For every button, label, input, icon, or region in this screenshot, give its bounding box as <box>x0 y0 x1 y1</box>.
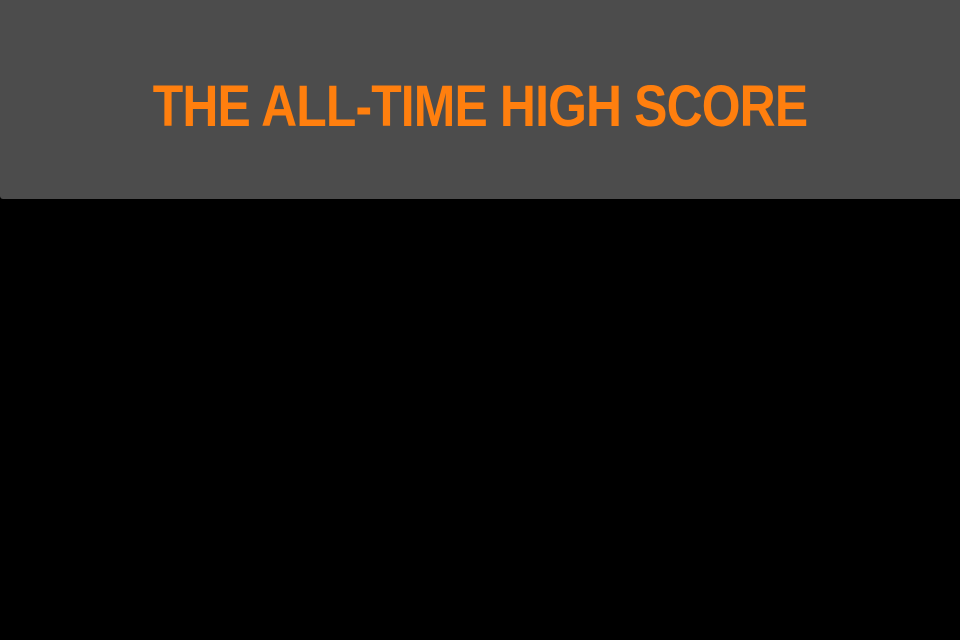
header-panel: THE ALL-TIME HIGH SCORE <box>0 0 960 199</box>
screen-title: THE ALL-TIME HIGH SCORE <box>152 74 808 139</box>
score-content-area <box>0 199 960 640</box>
